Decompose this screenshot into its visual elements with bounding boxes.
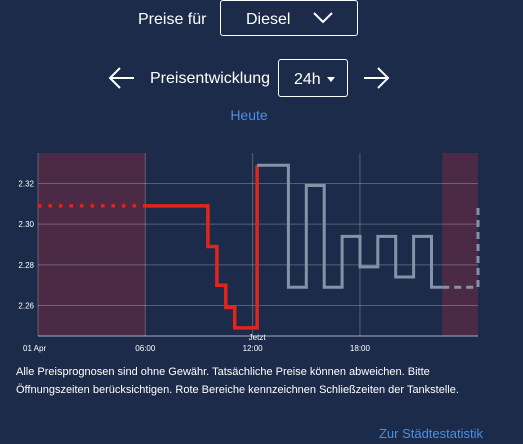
arrow-right-icon[interactable] xyxy=(362,66,390,90)
y-tick-label: 2.28 xyxy=(18,261,34,270)
time-range-dropdown[interactable]: 24h xyxy=(278,59,348,97)
x-tick-label: 18:00 xyxy=(350,344,371,353)
arrow-left-icon[interactable] xyxy=(108,66,136,90)
chevron-down-icon xyxy=(313,12,333,24)
x-tick-label: 01 Apr xyxy=(23,344,46,353)
today-link[interactable]: Heute xyxy=(230,107,268,123)
x-tick-label: 06:00 xyxy=(135,344,156,353)
price-chart: 2.26 2.28 2.30 2.32 01 Apr 06:00 12:00 18:00 Jet… xyxy=(18,153,480,353)
trend-controls-row: Preisentwicklung 24h xyxy=(0,58,523,98)
fuel-label: Preise für xyxy=(138,11,207,28)
x-tick-label: 12:00 xyxy=(243,344,264,353)
trend-label: Preisentwicklung xyxy=(150,70,271,87)
now-label: Jetzt xyxy=(249,333,267,342)
price-series-forecast-dashed xyxy=(442,205,480,289)
fuel-selector-row: Preise für Diesel xyxy=(0,0,523,40)
price-series-forecast xyxy=(257,163,443,289)
price-series-solid xyxy=(145,165,259,330)
disclaimer-note: Alle Preisprognosen sind ohne Gewähr. Ta… xyxy=(16,366,459,396)
time-range-value: 24h xyxy=(294,71,321,88)
closed-period-0 xyxy=(38,153,146,336)
y-tick-label: 2.30 xyxy=(18,220,34,229)
closed-period-1 xyxy=(442,153,478,336)
caret-down-icon xyxy=(327,77,335,82)
y-tick-label: 2.26 xyxy=(18,302,34,311)
city-statistics-link[interactable]: Zur Städtestatistik xyxy=(378,426,483,441)
fuel-type-value: Diesel xyxy=(246,11,291,28)
y-tick-label: 2.32 xyxy=(18,180,34,189)
fuel-type-dropdown[interactable]: Diesel xyxy=(220,0,358,36)
